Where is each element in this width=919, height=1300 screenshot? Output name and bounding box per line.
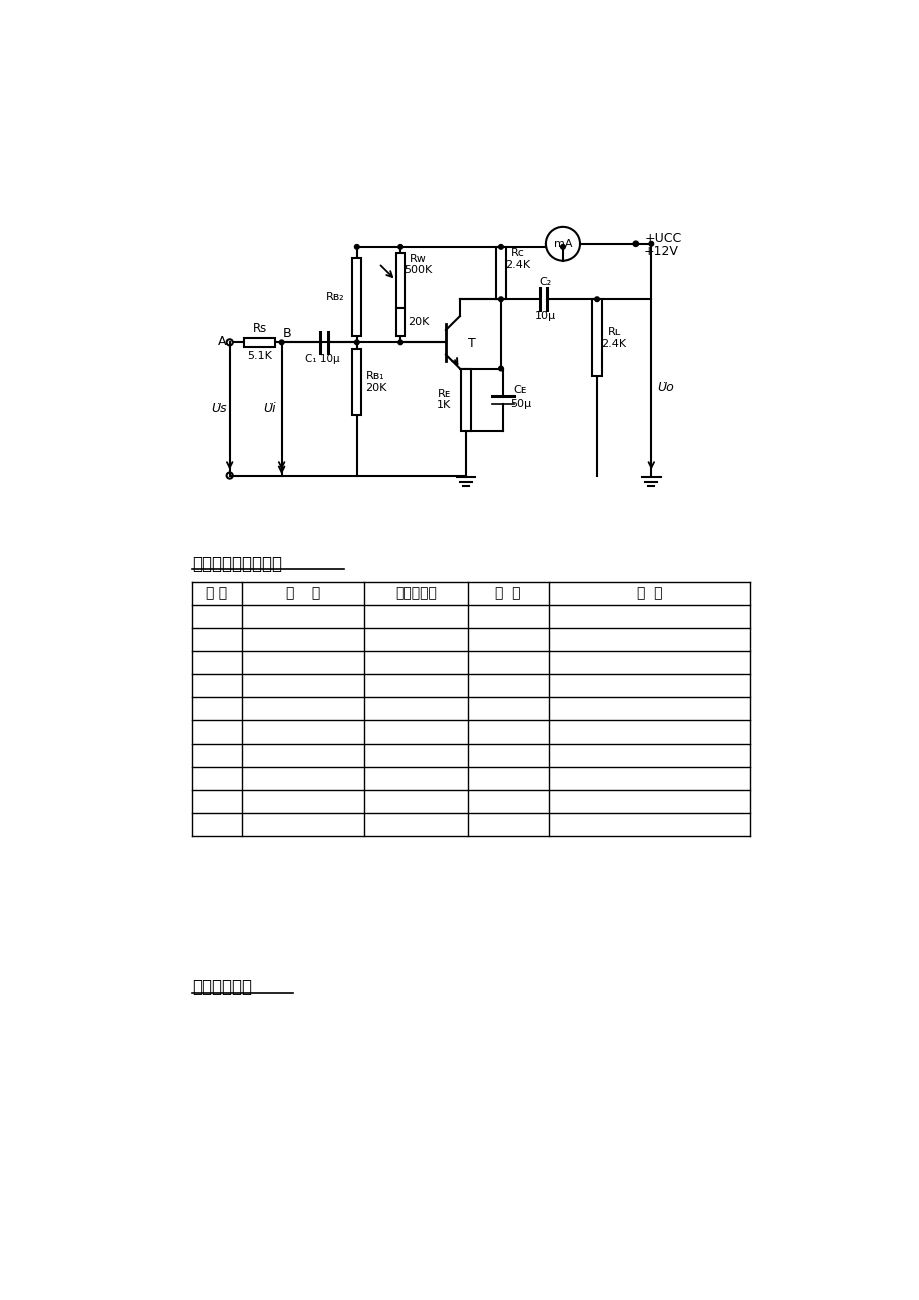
Circle shape bbox=[354, 244, 358, 250]
Text: mA: mA bbox=[553, 239, 572, 248]
Bar bbox=[395, 254, 404, 308]
Text: 型号与规格: 型号与规格 bbox=[394, 586, 437, 601]
Text: 10μ: 10μ bbox=[534, 311, 555, 321]
Text: U̇o: U̇o bbox=[656, 381, 673, 394]
Circle shape bbox=[498, 367, 503, 370]
Text: Rʙ₂: Rʙ₂ bbox=[325, 292, 344, 303]
Text: Cᴇ: Cᴇ bbox=[513, 386, 527, 395]
Text: 序 号: 序 号 bbox=[206, 586, 227, 601]
Text: C₂: C₂ bbox=[539, 277, 550, 287]
Text: 20K: 20K bbox=[408, 317, 429, 326]
Text: 备  注: 备 注 bbox=[636, 586, 662, 601]
Circle shape bbox=[397, 244, 403, 250]
Circle shape bbox=[354, 341, 358, 344]
Text: Rᴇ: Rᴇ bbox=[437, 389, 450, 399]
Text: B: B bbox=[282, 326, 291, 339]
Text: 500K: 500K bbox=[404, 265, 433, 276]
Text: Rʟ: Rʟ bbox=[607, 326, 620, 337]
Text: A: A bbox=[218, 335, 226, 348]
Bar bbox=[352, 348, 361, 416]
Text: 50μ: 50μ bbox=[509, 399, 530, 410]
Text: Rs: Rs bbox=[252, 322, 267, 335]
Circle shape bbox=[648, 242, 652, 246]
Text: Rʙ₁: Rʙ₁ bbox=[366, 370, 384, 381]
Circle shape bbox=[560, 244, 564, 250]
Circle shape bbox=[632, 240, 638, 247]
Bar bbox=[395, 308, 404, 337]
Text: +UCC: +UCC bbox=[643, 231, 681, 244]
Text: 2.4K: 2.4K bbox=[601, 339, 626, 348]
Text: 三、实验设备与器件: 三、实验设备与器件 bbox=[192, 555, 282, 573]
Circle shape bbox=[279, 341, 284, 344]
Text: C₁ 10μ: C₁ 10μ bbox=[305, 355, 340, 364]
Text: 名    称: 名 称 bbox=[286, 586, 320, 601]
Text: 5.1K: 5.1K bbox=[247, 351, 272, 361]
Text: 四、实验内容: 四、实验内容 bbox=[192, 979, 252, 996]
Text: +12V: +12V bbox=[642, 244, 677, 257]
Bar bbox=[495, 247, 505, 299]
Text: T: T bbox=[468, 338, 476, 351]
Bar bbox=[461, 368, 471, 430]
Text: 1K: 1K bbox=[437, 400, 451, 410]
Circle shape bbox=[498, 296, 503, 302]
Bar bbox=[592, 299, 601, 376]
Text: U̇i: U̇i bbox=[263, 403, 275, 416]
Bar bbox=[244, 338, 275, 347]
Circle shape bbox=[498, 244, 503, 250]
Text: 20K: 20K bbox=[364, 384, 386, 393]
Text: U̇s: U̇s bbox=[210, 403, 226, 416]
Text: 数  量: 数 量 bbox=[494, 586, 520, 601]
Text: Rᴡ: Rᴡ bbox=[410, 255, 426, 264]
Bar bbox=[352, 259, 361, 337]
Circle shape bbox=[397, 341, 403, 344]
Circle shape bbox=[594, 296, 598, 302]
Text: 2.4K: 2.4K bbox=[505, 260, 530, 269]
Text: Rᴄ: Rᴄ bbox=[511, 248, 525, 257]
